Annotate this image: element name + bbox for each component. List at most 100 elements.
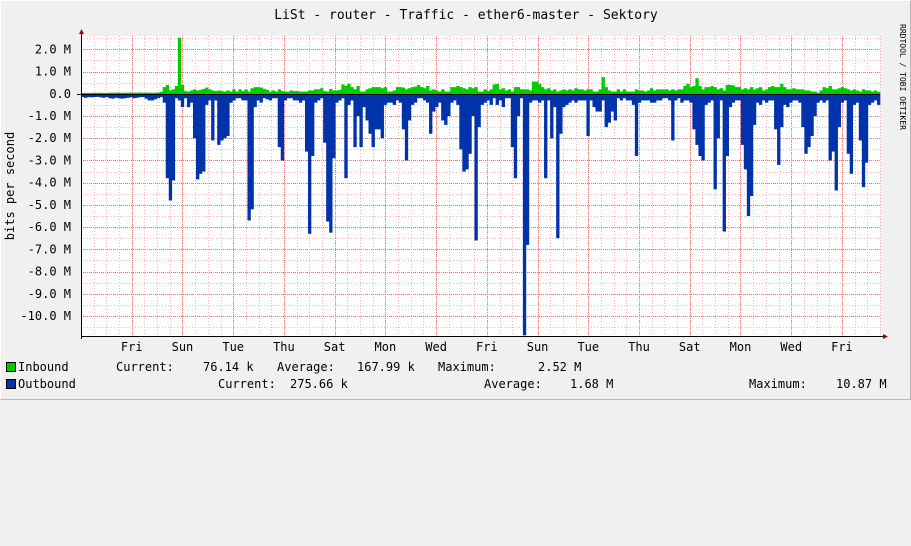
inbound-bar bbox=[746, 89, 751, 94]
outbound-bar bbox=[435, 93, 439, 108]
axes bbox=[77, 29, 888, 339]
inbound-bar bbox=[816, 92, 820, 94]
outbound-bar bbox=[789, 93, 793, 103]
inbound-bar bbox=[495, 83, 499, 94]
inbound-bar bbox=[356, 86, 360, 94]
inbound-bar bbox=[716, 89, 720, 94]
inbound-bar bbox=[574, 88, 578, 94]
inbound-bar bbox=[205, 87, 209, 94]
outbound-bar bbox=[171, 93, 176, 181]
outbound-bar bbox=[743, 93, 748, 170]
outbound-bar bbox=[347, 93, 351, 105]
outbound-bar bbox=[686, 93, 690, 101]
outbound-bar bbox=[232, 93, 236, 101]
outbound-bar bbox=[677, 93, 681, 99]
inbound-bar bbox=[162, 87, 167, 94]
outbound-bar bbox=[604, 93, 608, 128]
outbound-bar bbox=[317, 93, 321, 101]
outbound-bar bbox=[574, 93, 578, 103]
legend-row-inbound: Inbound Current: 76.14 k Average: 167.99… bbox=[6, 359, 898, 376]
outbound-bar bbox=[220, 93, 224, 141]
inbound-bar bbox=[320, 88, 324, 94]
inbound-bar bbox=[438, 91, 442, 94]
outbound-bar bbox=[147, 93, 151, 101]
inbound-bar bbox=[734, 87, 739, 94]
outbound-bar bbox=[867, 93, 872, 105]
inbound-bar bbox=[465, 89, 469, 94]
outbound-bar bbox=[825, 93, 829, 101]
outbound-bar bbox=[259, 93, 263, 103]
inbound-bar bbox=[84, 92, 88, 94]
outbound-bar bbox=[613, 93, 617, 121]
outbound-bar bbox=[786, 93, 790, 108]
outbound-bar bbox=[314, 93, 318, 103]
outbound-bar bbox=[480, 93, 484, 105]
inbound-bar bbox=[407, 88, 412, 94]
outbound-bar bbox=[283, 93, 288, 101]
outbound-bar bbox=[286, 93, 291, 99]
inbound-bar bbox=[659, 89, 663, 94]
inbound-bar bbox=[873, 90, 878, 94]
inbound-bar bbox=[332, 90, 336, 94]
x-tick-label: Sat bbox=[324, 340, 346, 354]
inbound-bar bbox=[177, 37, 182, 94]
inbound-bar bbox=[489, 89, 493, 94]
inbound-bar bbox=[220, 91, 224, 94]
outbound-bar bbox=[659, 93, 663, 101]
inbound-current-value: 76.14 k bbox=[203, 360, 254, 374]
inbound-bar bbox=[813, 91, 817, 94]
inbound-bar bbox=[577, 89, 581, 94]
outbound-bar bbox=[371, 93, 375, 148]
x-tick-label: Mon bbox=[730, 340, 752, 354]
inbound-bar bbox=[241, 91, 245, 94]
inbound-bar bbox=[108, 92, 112, 94]
inbound-bar bbox=[329, 88, 333, 94]
outbound-bar bbox=[438, 93, 442, 103]
inbound-bar bbox=[368, 88, 372, 94]
inbound-bar bbox=[531, 81, 536, 94]
inbound-maximum-value: 2.52 M bbox=[538, 360, 582, 374]
outbound-bar bbox=[483, 93, 487, 103]
outbound-bar bbox=[855, 93, 860, 103]
inbound-bar bbox=[459, 87, 463, 94]
inbound-bar bbox=[504, 90, 509, 94]
inbound-bar bbox=[525, 89, 530, 94]
inbound-bar bbox=[864, 90, 869, 94]
outbound-bar bbox=[432, 93, 436, 112]
inbound-bar bbox=[289, 90, 294, 94]
inbound-bar bbox=[619, 91, 624, 94]
x-tick-label: Fri bbox=[121, 340, 143, 354]
outbound-bar bbox=[353, 93, 357, 148]
outbound-bar bbox=[486, 93, 490, 101]
outbound-bar bbox=[861, 93, 866, 188]
outbound-bar bbox=[550, 93, 554, 139]
y-tick-label: 2.0 M bbox=[35, 42, 71, 56]
outbound-bar bbox=[504, 93, 509, 99]
outbound-bar bbox=[386, 93, 391, 103]
inbound-bar bbox=[217, 90, 221, 94]
inbound-bar bbox=[244, 89, 248, 94]
outbound-bar bbox=[265, 93, 269, 100]
inbound-bar bbox=[456, 86, 460, 94]
inbound-bar bbox=[238, 89, 242, 94]
y-tick-label: -4.0 M bbox=[28, 176, 71, 190]
outbound-bar bbox=[471, 93, 475, 116]
inbound-bar bbox=[861, 89, 866, 94]
inbound-bar bbox=[292, 91, 297, 94]
outbound-bar bbox=[120, 93, 124, 99]
outbound-bar bbox=[205, 93, 209, 105]
inbound-bar bbox=[649, 88, 654, 94]
outbound-bar bbox=[356, 93, 360, 116]
outbound-bar bbox=[444, 93, 448, 125]
outbound-bar bbox=[183, 93, 188, 99]
inbound-bar bbox=[474, 87, 478, 94]
outbound-bar bbox=[320, 93, 324, 99]
outbound-bar bbox=[377, 93, 381, 130]
outbound-bar bbox=[462, 93, 466, 172]
inbound-bar bbox=[444, 91, 448, 94]
inbound-bar bbox=[686, 83, 690, 94]
outbound-bar bbox=[165, 93, 170, 179]
inbound-bar bbox=[786, 89, 790, 94]
outbound-bar bbox=[768, 93, 772, 101]
outbound-bar bbox=[568, 93, 572, 103]
